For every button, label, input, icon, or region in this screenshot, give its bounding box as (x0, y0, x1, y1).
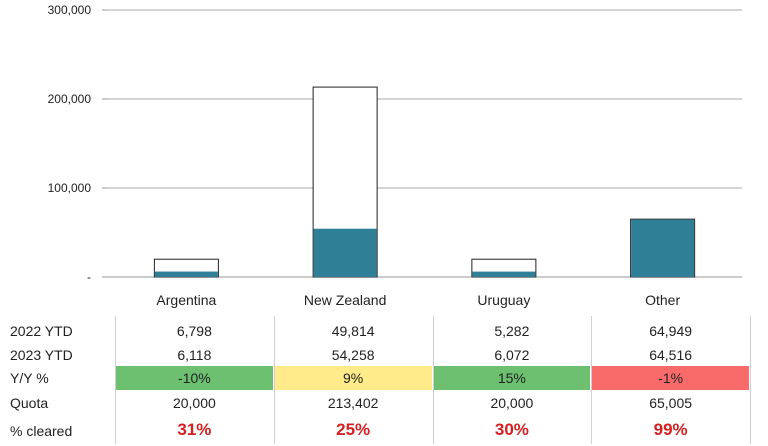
bar-2023-ytd (313, 228, 377, 277)
y-tick-label: 300,000 (48, 3, 92, 17)
chart-bars (153, 86, 696, 278)
y-tick-label: 100,000 (48, 181, 92, 195)
x-axis-categories: Argentina New Zealand Uruguay Other (156, 292, 680, 308)
category-label: Other (645, 292, 680, 308)
category-label: Argentina (156, 292, 216, 308)
y-axis-ticks: 300,000 200,000 100,000 - (48, 3, 92, 284)
y-tick-label: - (87, 270, 91, 284)
category-label: New Zealand (304, 292, 387, 308)
category-label: Uruguay (477, 292, 530, 308)
bar-2023-ytd (472, 271, 536, 277)
bar-2023-ytd (154, 271, 218, 277)
y-tick-label: 200,000 (48, 92, 92, 106)
bar-2023-ytd (631, 219, 695, 277)
